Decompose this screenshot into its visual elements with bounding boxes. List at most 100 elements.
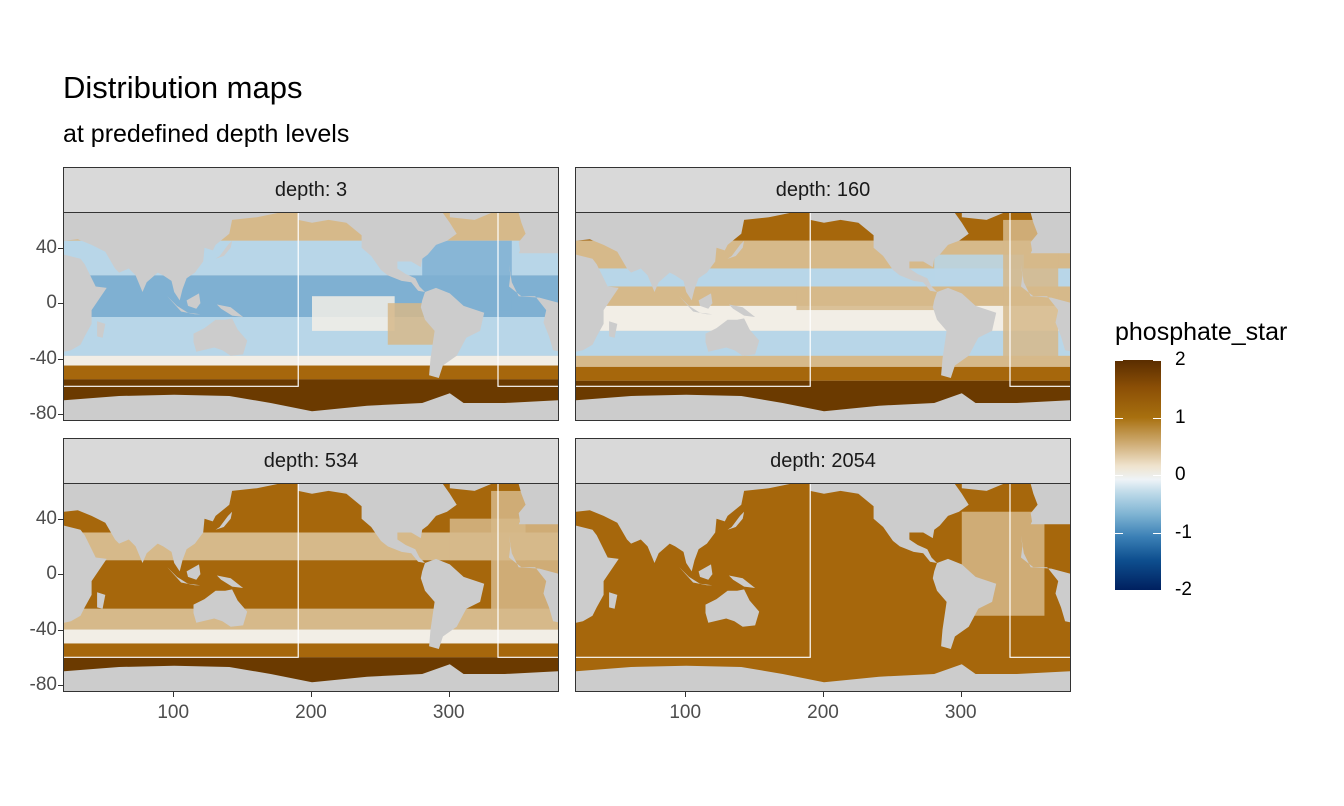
y-tick-label: -40 (29, 618, 57, 640)
land-mass (167, 296, 201, 315)
ocean-band (64, 560, 558, 609)
region-outline (497, 213, 558, 387)
land-mass (97, 592, 106, 609)
y-tick-mark (58, 685, 63, 687)
land-mass (609, 592, 618, 609)
land-mass (215, 511, 233, 530)
region-outline (64, 213, 299, 387)
heatmap-svg (576, 213, 1070, 420)
y-tick-mark (58, 247, 63, 249)
ocean-band (64, 643, 558, 658)
y-tick-label: -40 (29, 347, 57, 369)
x-tick-label: 300 (432, 702, 465, 723)
land-mass (449, 213, 492, 220)
land-mass (64, 664, 558, 691)
land-mass (97, 321, 106, 338)
ocean-band (576, 366, 1070, 381)
ocean-region (796, 289, 962, 311)
legend-tick-mark (1115, 417, 1123, 419)
ocean-region (312, 296, 395, 331)
x-tick-label: 200 (807, 702, 839, 723)
land-mass (1030, 213, 1070, 254)
legend-tick-label: -1 (1175, 521, 1192, 543)
legend-tick-label: 0 (1175, 464, 1186, 485)
facet-panel: depth: 160 (575, 167, 1071, 421)
land-mass (576, 484, 790, 572)
y-tick-mark (58, 574, 63, 576)
ocean-band (64, 608, 558, 630)
x-tick-mark (823, 692, 824, 697)
land-mass (186, 293, 201, 309)
land-mass (705, 318, 760, 356)
land-mass (167, 567, 201, 586)
land-mass (449, 484, 492, 491)
region-outline (497, 484, 558, 658)
legend-tick-mark (1153, 475, 1161, 476)
land-mass (64, 393, 558, 420)
land-mass (576, 213, 790, 301)
ocean-band (576, 355, 1070, 367)
map-plot-area (63, 213, 559, 421)
land-mass (64, 213, 278, 301)
chart-subtitle: at predefined depth levels (63, 120, 350, 148)
x-tick-mark (448, 692, 450, 697)
land-mass (518, 213, 558, 254)
land-mass (705, 589, 760, 627)
region-outline (1009, 484, 1070, 658)
chart-title: Distribution maps (63, 70, 303, 105)
x-tick-mark (173, 692, 175, 697)
land-mass (509, 535, 558, 623)
ocean-band (64, 629, 558, 644)
y-tick-label: 0 (46, 563, 57, 585)
legend-tick-label: 1 (1175, 406, 1186, 428)
ocean-band (576, 330, 1070, 356)
land-mass (609, 321, 618, 338)
legend-title: phosphate_star (1115, 318, 1288, 346)
land-mass (1021, 535, 1070, 623)
land-mass (576, 525, 619, 623)
land-mass (576, 254, 619, 352)
land-mass (216, 575, 244, 588)
land-mass (698, 293, 713, 309)
x-tick-mark (685, 692, 687, 697)
land-mass (932, 558, 997, 649)
land-mass (420, 558, 485, 649)
land-mass (216, 304, 244, 317)
land-mass (1021, 264, 1070, 352)
heatmap-svg (576, 484, 1070, 691)
legend-tick-mark (1115, 590, 1123, 591)
x-tick-label: 200 (295, 702, 327, 723)
land-mass (810, 484, 969, 563)
x-tick-label: 300 (944, 702, 977, 723)
heatmap-svg (64, 484, 558, 691)
y-tick-label: -80 (29, 403, 57, 425)
map-plot-area (575, 213, 1071, 421)
y-tick-mark (58, 629, 63, 631)
land-mass (193, 589, 248, 627)
legend-tick-mark (1115, 532, 1123, 534)
y-tick-label: -80 (29, 674, 57, 696)
region-outline (64, 484, 299, 658)
legend-tick-label: -2 (1175, 579, 1192, 600)
legend-tick-mark (1153, 590, 1161, 591)
region-outline (1009, 213, 1070, 387)
map-plot-area (63, 484, 559, 692)
land-mass (727, 240, 745, 259)
land-mass (1030, 484, 1070, 525)
land-mass (961, 484, 1004, 491)
land-mass (679, 296, 713, 315)
region-outline (576, 484, 811, 658)
x-tick-mark (311, 692, 312, 697)
land-mass (193, 318, 248, 356)
facet-panel: depth: 534 (63, 438, 559, 692)
land-mass (728, 304, 756, 317)
y-tick-label: 40 (35, 236, 57, 258)
land-mass (186, 564, 201, 580)
facet-strip-label: depth: 3 (63, 167, 559, 213)
heatmap-svg (64, 213, 558, 420)
y-tick-label: 0 (46, 292, 57, 314)
legend-tick-label: 2 (1175, 349, 1186, 370)
land-mass (64, 254, 107, 352)
land-mass (298, 484, 457, 563)
map-plot-area (575, 484, 1071, 692)
